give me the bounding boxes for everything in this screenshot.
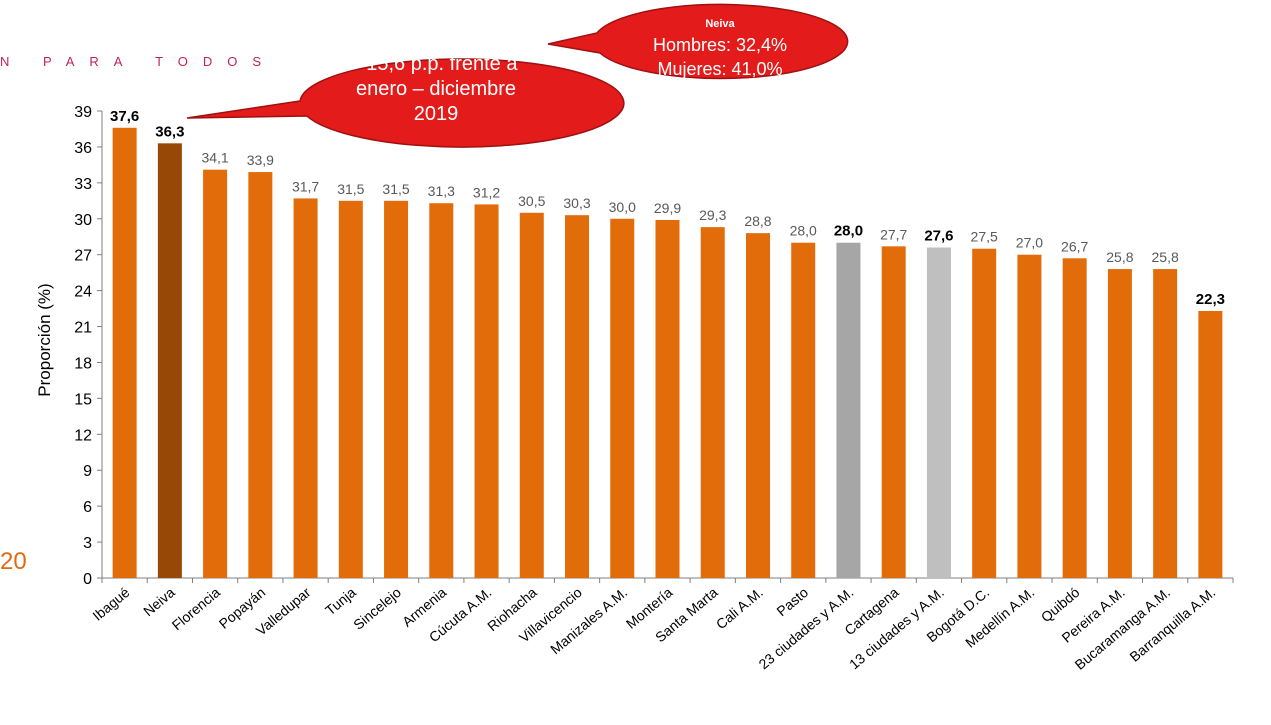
bar xyxy=(745,233,770,578)
change-callout-line-1: +15,6 p.p. frente a xyxy=(354,53,518,75)
y-tick-label: 18 xyxy=(74,355,92,372)
bar-value-label: 27,0 xyxy=(1016,235,1043,251)
bar xyxy=(1017,254,1042,578)
bar xyxy=(655,219,680,578)
bar-value-label: 29,9 xyxy=(654,200,681,216)
bar xyxy=(203,169,228,578)
bar-value-label: 30,3 xyxy=(563,195,590,211)
y-tick-label: 3 xyxy=(83,535,92,552)
y-tick-label: 33 xyxy=(74,176,92,193)
bar xyxy=(384,200,409,579)
bar xyxy=(519,212,544,579)
bar xyxy=(565,215,590,578)
bar-value-label: 31,5 xyxy=(382,181,409,197)
bar xyxy=(293,198,318,578)
bar-value-label: 26,7 xyxy=(1061,238,1088,254)
y-tick-label: 12 xyxy=(74,427,92,444)
bar xyxy=(429,203,454,578)
bar xyxy=(926,247,951,578)
bar-value-label: 31,5 xyxy=(337,181,364,197)
bar xyxy=(881,246,906,579)
side-number: 20 xyxy=(0,548,27,575)
change-callout-bubble xyxy=(186,58,625,148)
y-tick-label: 27 xyxy=(74,248,92,265)
y-tick-label: 0 xyxy=(83,571,92,588)
bar xyxy=(972,248,997,578)
x-tick-label: Pasto xyxy=(773,584,811,619)
change-callout-line-3: 2019 xyxy=(413,103,459,125)
y-tick-label: 15 xyxy=(74,391,92,408)
x-tick-label: Sincelejo xyxy=(350,584,404,633)
bar xyxy=(791,242,816,578)
y-tick-label: 21 xyxy=(74,320,92,337)
bar xyxy=(1153,269,1178,578)
bar-value-label: 28,8 xyxy=(744,213,771,229)
bar-value-label: 30,5 xyxy=(518,193,545,209)
x-tick-label: Cali A.M. xyxy=(713,584,766,632)
y-tick-label: 24 xyxy=(74,284,92,301)
bar-value-label: 25,8 xyxy=(1106,249,1133,265)
bar-value-label: 34,1 xyxy=(201,150,228,166)
bar-value-label: 28,0 xyxy=(790,223,817,239)
y-tick-label: 39 xyxy=(74,104,92,121)
x-tick-label: Florencia xyxy=(169,584,224,633)
bar-value-label: 25,8 xyxy=(1152,249,1179,265)
y-tick-label: 9 xyxy=(83,463,92,480)
gender-callout-bubble xyxy=(547,3,849,80)
x-tick-label: Neiva xyxy=(140,584,178,619)
chart-value-labels: 37,6 36,3 34,1 33,9 31,7 31,5 31,5 31,3 31,2 30,5… xyxy=(110,108,1225,308)
bar-value-label: 27,5 xyxy=(971,229,998,245)
bar-value-label: 33,9 xyxy=(247,152,274,168)
bar xyxy=(1198,310,1223,578)
bar xyxy=(112,127,137,578)
bar-value-label: 37,6 xyxy=(110,108,139,125)
header-slogan: N PARA TODOS xyxy=(0,54,277,69)
x-tick-label: Tunja xyxy=(322,584,359,619)
bar-value-label: 30,0 xyxy=(609,199,636,215)
y-tick-label: 36 xyxy=(74,140,92,157)
bar xyxy=(248,172,273,579)
gender-callout-men: Hombres: 32,4% xyxy=(652,35,788,55)
bar xyxy=(836,242,861,578)
bar-value-label: 29,3 xyxy=(699,207,726,223)
bar-value-label: 22,3 xyxy=(1196,291,1225,308)
bar xyxy=(338,200,363,579)
bar xyxy=(474,204,499,578)
bar xyxy=(157,143,182,579)
y-tick-label: 6 xyxy=(83,499,92,516)
chart-bars xyxy=(112,127,1223,579)
bar-value-label: 27,7 xyxy=(880,226,907,242)
bar xyxy=(1107,269,1132,578)
bar-value-label: 31,2 xyxy=(473,184,500,200)
x-tick-label: Ibagué xyxy=(89,584,132,624)
bar-value-label: 36,3 xyxy=(155,123,184,140)
bar xyxy=(700,227,725,578)
bar xyxy=(610,218,635,578)
callout-shapes xyxy=(186,3,849,148)
y-axis-title: Proporción (%) xyxy=(35,283,54,396)
bar-value-label: 31,3 xyxy=(428,183,455,199)
x-tick-label: Manizales A.M. xyxy=(547,584,630,657)
bar-value-label: 31,7 xyxy=(292,178,319,194)
bar-value-label: 28,0 xyxy=(834,223,863,240)
gender-callout-title: Neiva xyxy=(705,18,735,30)
y-tick-label: 30 xyxy=(74,212,92,229)
bar xyxy=(1062,258,1087,578)
change-callout-text: +15,6 p.p. frente a enero – diciembre 20… xyxy=(292,52,580,127)
gender-callout-women: Mujeres: 41,0% xyxy=(657,59,783,79)
change-callout-line-2: enero – diciembre xyxy=(355,78,517,100)
bar-value-label: 27,6 xyxy=(924,228,953,245)
